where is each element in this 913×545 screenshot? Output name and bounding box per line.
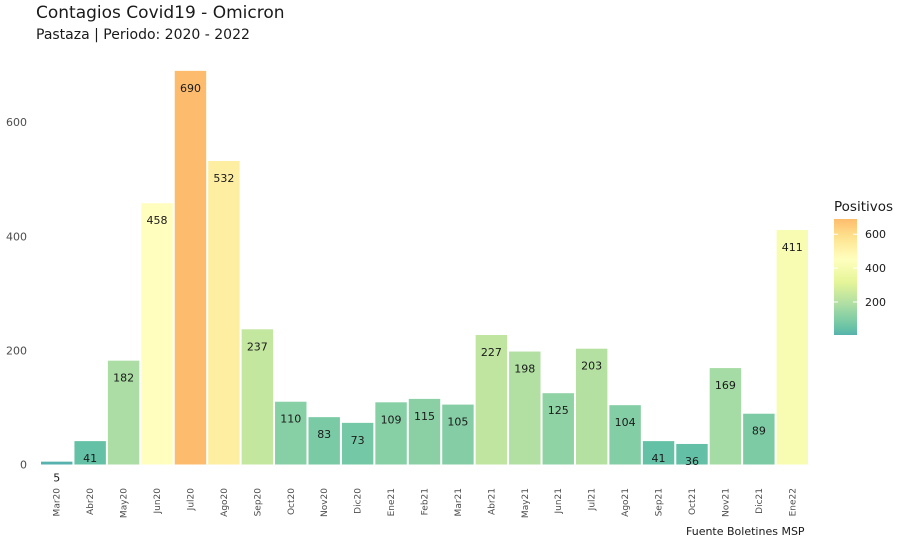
y-axis: 0 200 400 600 bbox=[6, 116, 27, 471]
chart-title: Contagios Covid19 - Omicron bbox=[36, 3, 285, 23]
legend: Positivos 200 400 600 bbox=[834, 199, 893, 335]
data-label: 169 bbox=[715, 379, 736, 392]
bar-Mar21 bbox=[442, 404, 474, 465]
x-tick-label: Nov20 bbox=[320, 488, 330, 517]
data-label: 110 bbox=[280, 413, 301, 426]
bar-Sep21 bbox=[642, 441, 675, 465]
y-tick-label: 400 bbox=[6, 230, 27, 243]
legend-title: Positivos bbox=[834, 199, 893, 215]
data-label: 237 bbox=[247, 340, 268, 353]
x-tick-label: Abr21 bbox=[487, 488, 497, 515]
data-label: 36 bbox=[685, 455, 699, 468]
data-label: 105 bbox=[447, 416, 468, 429]
x-tick-label: Nov21 bbox=[721, 488, 731, 517]
bar-Nov20 bbox=[308, 417, 340, 465]
data-label: 5 bbox=[53, 472, 60, 485]
y-tick-label: 200 bbox=[6, 344, 27, 357]
x-tick-label: Jun21 bbox=[554, 488, 564, 515]
data-label: 690 bbox=[180, 82, 201, 95]
bar-Ago21 bbox=[609, 405, 641, 465]
bar-Mar20 bbox=[41, 461, 73, 465]
x-tick-label: May21 bbox=[521, 488, 531, 518]
x-axis: Mar20 Abr20 May20 Jun20 Jul20 Ago20 Sep20 Oct20… bbox=[53, 488, 799, 518]
bar-Ago20 bbox=[208, 160, 240, 465]
data-label: 41 bbox=[652, 452, 666, 465]
chart-caption: Fuente Boletines MSP bbox=[686, 525, 805, 538]
bar-Ene21 bbox=[375, 402, 407, 465]
data-label: 411 bbox=[782, 241, 803, 254]
data-label: 458 bbox=[147, 214, 168, 227]
bar-Abr21 bbox=[475, 334, 508, 465]
bar-Dic21 bbox=[743, 413, 775, 465]
data-label: 89 bbox=[752, 425, 766, 438]
bar-Oct20 bbox=[275, 401, 307, 465]
x-tick-label: Ago20 bbox=[220, 488, 230, 517]
y-tick-label: 0 bbox=[20, 459, 27, 472]
bar-Feb21 bbox=[408, 398, 441, 465]
legend-tick-label: 600 bbox=[865, 228, 886, 241]
data-label: 182 bbox=[113, 372, 134, 385]
x-tick-label: Mar21 bbox=[454, 488, 464, 516]
bar-May20 bbox=[107, 360, 140, 465]
x-tick-label: May20 bbox=[120, 488, 130, 518]
data-label: 115 bbox=[414, 410, 435, 423]
x-tick-label: Jul20 bbox=[186, 488, 196, 512]
bar-Oct21 bbox=[676, 443, 708, 465]
x-tick-label: Oct21 bbox=[688, 488, 698, 515]
legend-tick-label: 400 bbox=[865, 262, 886, 275]
bar-Ene22 bbox=[776, 230, 808, 465]
data-label: 227 bbox=[481, 346, 502, 359]
x-tick-label: Ene22 bbox=[788, 488, 798, 516]
bar-Dic20 bbox=[341, 422, 374, 465]
x-tick-label: Jun20 bbox=[153, 488, 163, 515]
x-tick-label: Abr20 bbox=[86, 488, 96, 515]
data-label: 532 bbox=[213, 172, 234, 185]
x-tick-label: Ene21 bbox=[387, 488, 397, 516]
data-label: 104 bbox=[615, 416, 636, 429]
x-tick-label: Sep20 bbox=[253, 488, 263, 517]
legend-colorbar bbox=[834, 219, 857, 335]
x-tick-label: Oct20 bbox=[287, 488, 297, 515]
legend-tick-label: 200 bbox=[865, 296, 886, 309]
x-tick-label: Feb21 bbox=[421, 488, 431, 515]
data-label: 41 bbox=[83, 452, 97, 465]
bar-Nov21 bbox=[709, 368, 742, 465]
bar-Sep20 bbox=[241, 329, 274, 465]
data-label: 198 bbox=[514, 363, 535, 376]
bar-Jun21 bbox=[542, 393, 574, 465]
x-tick-label: Dic20 bbox=[354, 488, 364, 514]
bars: 5 41 182 458 690 532 237 110 83 73 109 115 105 227 198… bbox=[41, 70, 808, 485]
bar-Jul20 bbox=[174, 70, 207, 465]
data-label: 125 bbox=[548, 404, 569, 417]
chart-subtitle: Pastaza | Periodo: 2020 - 2022 bbox=[36, 27, 250, 43]
x-tick-label: Dic21 bbox=[755, 488, 765, 514]
x-tick-label: Mar20 bbox=[53, 488, 63, 517]
data-label: 73 bbox=[351, 434, 365, 447]
bar-Abr20 bbox=[74, 441, 106, 465]
data-label: 109 bbox=[381, 413, 402, 426]
data-label: 83 bbox=[317, 428, 331, 441]
bar-May21 bbox=[509, 351, 541, 465]
x-tick-label: Ago21 bbox=[621, 488, 631, 517]
data-label: 203 bbox=[581, 360, 602, 373]
y-tick-label: 600 bbox=[6, 116, 27, 129]
bar-Jun20 bbox=[141, 203, 173, 465]
x-tick-label: Sep21 bbox=[655, 488, 665, 516]
bar-Jul21 bbox=[575, 348, 608, 465]
x-tick-label: Jul21 bbox=[588, 488, 598, 511]
